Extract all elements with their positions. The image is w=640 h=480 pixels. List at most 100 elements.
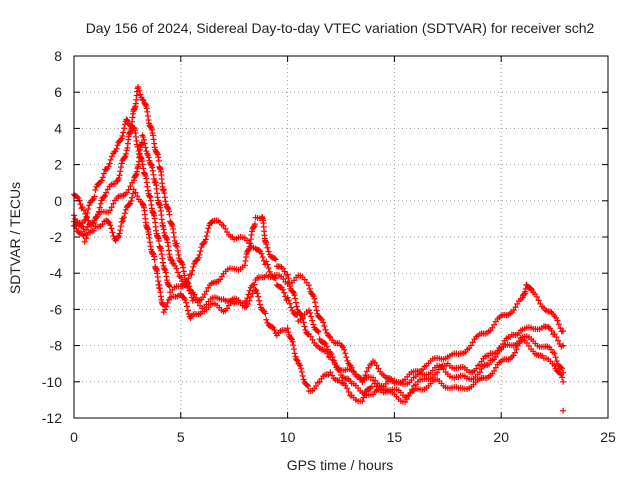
data-point-track-2 — [106, 160, 113, 167]
data-point-track-4 — [289, 338, 296, 345]
data-point-track-1 — [557, 325, 564, 332]
data-point-track-4 — [271, 327, 278, 334]
data-point-track-2 — [548, 327, 555, 334]
data-point-track-4 — [560, 378, 567, 385]
data-point-track-3 — [324, 350, 331, 357]
data-point-track-1 — [491, 321, 498, 328]
data-point-track-3 — [485, 361, 492, 368]
data-point-track-4 — [72, 222, 79, 229]
data-point-track-1 — [327, 334, 334, 341]
data-point-track-1 — [301, 276, 308, 283]
data-point-track-3 — [127, 183, 134, 190]
data-point-track-3 — [558, 364, 565, 371]
data-point-track-3 — [298, 312, 305, 319]
data-point-track-4 — [90, 227, 97, 234]
data-point-track-2 — [307, 309, 314, 316]
data-point-track-1 — [344, 357, 351, 364]
data-point-track-1 — [339, 342, 346, 349]
data-point-track-2 — [265, 265, 272, 272]
data-point-track-1 — [341, 346, 348, 353]
data-point-track-3 — [82, 210, 89, 217]
data-point-track-1 — [560, 328, 567, 335]
data-point-track-1 — [180, 268, 187, 275]
gridlines — [74, 56, 608, 418]
data-point-track-2 — [285, 297, 292, 304]
data-point-track-3 — [271, 255, 278, 262]
x-tick-label: 20 — [493, 429, 509, 445]
data-point-track-1 — [312, 303, 319, 310]
data-point-track-1 — [102, 193, 109, 200]
data-point-track-3 — [185, 283, 192, 290]
data-point-track-4 — [105, 218, 112, 225]
data-point-outlier — [560, 407, 567, 414]
data-point-track-4 — [257, 301, 264, 308]
data-point-track-1 — [467, 342, 474, 349]
y-tick-label: -6 — [50, 301, 63, 317]
data-point-track-4 — [117, 222, 124, 229]
data-point-track-3 — [83, 214, 90, 221]
y-tick-label: -4 — [50, 265, 63, 281]
data-point-track-4 — [361, 390, 368, 397]
data-point-track-2 — [113, 145, 120, 152]
data-point-track-2 — [553, 334, 560, 341]
data-point-track-4 — [298, 368, 305, 375]
data-point-track-3 — [551, 350, 558, 357]
data-point-track-2 — [200, 240, 207, 247]
data-point-track-1 — [136, 87, 143, 94]
data-point-track-1 — [139, 96, 146, 103]
data-point-track-1 — [554, 317, 561, 324]
data-point-track-2 — [308, 313, 315, 320]
data-point-track-2 — [85, 205, 92, 212]
data-point-track-3 — [281, 268, 288, 275]
data-point-track-4 — [244, 301, 251, 308]
y-tick-label: 2 — [54, 157, 62, 173]
data-point-track-4 — [559, 374, 566, 381]
y-tick-label: -2 — [50, 229, 63, 245]
y-tick-label: -8 — [50, 338, 63, 354]
data-point-track-3 — [140, 133, 147, 140]
data-point-track-3 — [292, 295, 299, 302]
x-tick-label: 10 — [280, 429, 296, 445]
data-point-track-1 — [180, 264, 187, 271]
data-point-track-4 — [293, 357, 300, 364]
data-point-track-2 — [166, 283, 173, 290]
data-point-track-3 — [362, 372, 369, 379]
data-point-track-3 — [307, 333, 314, 340]
data-point-track-1 — [343, 354, 350, 361]
y-tick-label: 6 — [54, 84, 62, 100]
data-point-track-3 — [494, 350, 501, 357]
data-point-track-2 — [155, 237, 162, 244]
data-point-track-4 — [115, 234, 122, 241]
data-point-track-2 — [279, 286, 286, 293]
data-point-track-4 — [551, 362, 558, 369]
data-point-track-4 — [558, 371, 565, 378]
data-point-track-3 — [292, 299, 299, 306]
data-point-track-4 — [297, 365, 304, 372]
data-point-track-2 — [314, 327, 321, 334]
data-point-track-2 — [473, 365, 480, 372]
data-point-track-1 — [251, 281, 258, 288]
data-point-track-4 — [110, 233, 117, 240]
data-point-track-3 — [299, 315, 306, 322]
data-point-track-2 — [86, 202, 93, 209]
data-point-track-3 — [559, 365, 566, 372]
data-point-track-2 — [560, 342, 567, 349]
data-point-track-3 — [106, 207, 113, 214]
data-point-track-1 — [83, 226, 90, 233]
data-point-track-1 — [489, 324, 496, 331]
data-point-track-1 — [173, 240, 180, 247]
data-point-track-2 — [202, 236, 209, 243]
data-point-track-1 — [305, 282, 312, 289]
data-point-track-4 — [252, 286, 259, 293]
data-point-track-1 — [321, 323, 328, 330]
data-point-track-1 — [512, 304, 519, 311]
data-point-track-3 — [265, 248, 272, 255]
data-point-track-2 — [321, 339, 328, 346]
data-point-track-4 — [224, 305, 231, 312]
x-tick-label: 0 — [70, 429, 78, 445]
data-point-track-4 — [263, 316, 270, 323]
data-point-track-3 — [289, 288, 296, 295]
data-point-track-4 — [182, 296, 189, 303]
data-point-track-4 — [511, 349, 518, 356]
data-point-track-2 — [185, 275, 192, 282]
